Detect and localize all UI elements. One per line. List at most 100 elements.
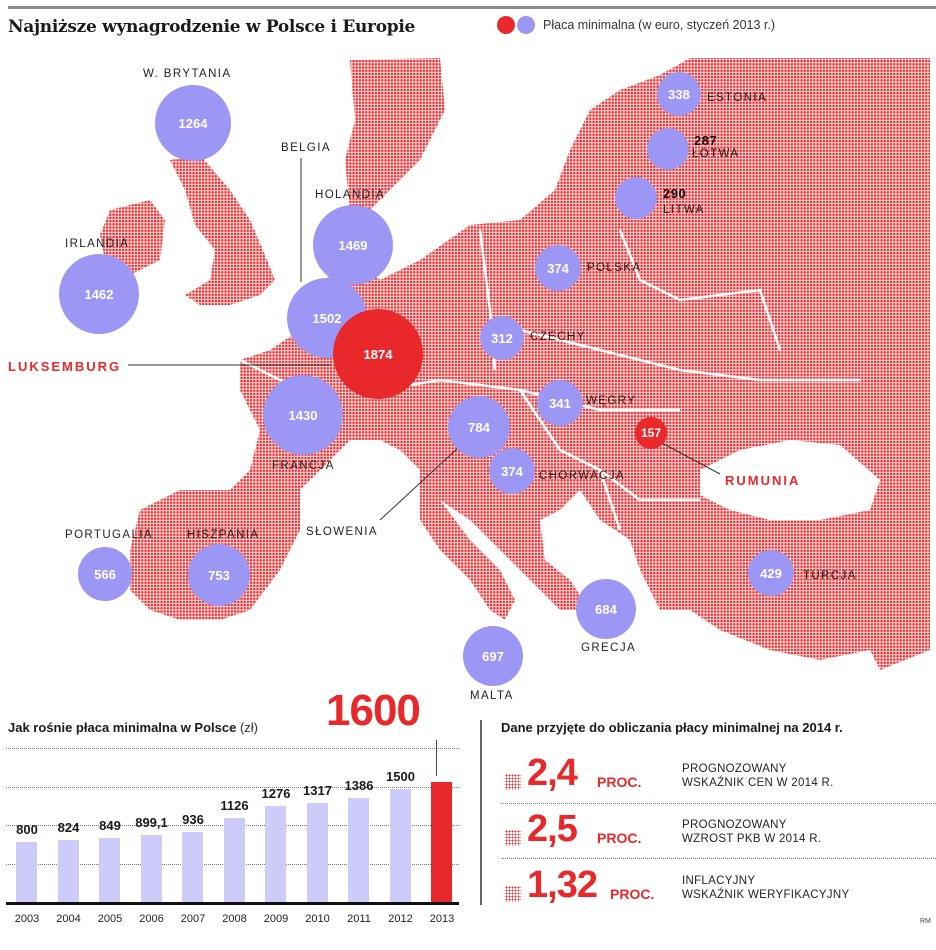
x-tick-label: 2012 (388, 913, 413, 925)
label-ireland: IRLANDIA (65, 238, 130, 250)
x-tick-label: 2008 (222, 913, 247, 925)
gridline (6, 787, 459, 788)
label-croatia: CHORWACJA (539, 470, 626, 482)
stat-separator (501, 858, 936, 859)
bubble-lithuania (615, 177, 657, 219)
stat-value: 2,4 (527, 752, 578, 794)
label-poland: POLSKA (587, 262, 642, 274)
bar-2009 (265, 806, 286, 902)
label-france: FRANCJA (272, 460, 335, 472)
bar-2007 (182, 832, 203, 902)
bar-value-label: 1386 (344, 778, 374, 793)
label-lithuania: LITWA (663, 204, 705, 216)
highlight-arrow (436, 740, 437, 776)
label-netherlands: HOLANDIA (315, 189, 385, 201)
label-belgium: BELGIA (281, 142, 331, 154)
bubble-czechia: 312 (480, 316, 524, 360)
bubble-romania: 157 (635, 417, 667, 449)
label-estonia: ESTONIA (707, 92, 768, 104)
bar-chart-title: Jak rośnie płaca minimalna w Polsce (zł) (8, 720, 258, 735)
bubble-hungary: 341 (537, 380, 583, 426)
stat-row-inflation: 1,32 PROC. INFLACYJNY WSKAŹNIK WERYFIKAC… (505, 864, 935, 916)
bar-value-label: 1500 (386, 769, 415, 784)
x-tick-label: 2007 (180, 913, 206, 925)
stat-desc-line2: WZROST PKB W 2014 R. (682, 833, 822, 845)
top-rule (8, 6, 936, 9)
bubble-luxembourg: 1874 (333, 309, 423, 399)
stat-row-gdp: 2,5 PROC. PROGNOZOWANY WZROST PKB W 2014… (505, 808, 935, 860)
stats-title: Dane przyjęte do obliczania płacy minima… (501, 720, 843, 735)
x-tick-label: 2005 (97, 913, 123, 925)
bubble-poland: 374 (535, 245, 581, 291)
map-shape (100, 58, 930, 670)
bar-2004 (57, 840, 79, 902)
bubble-turkey: 429 (748, 550, 794, 596)
dotted-square-icon (505, 774, 521, 790)
bar-2006 (140, 835, 162, 902)
stat-desc-line1: PROGNOZOWANY (682, 819, 787, 831)
label-malta: MALTA (470, 690, 514, 702)
stat-description: PROGNOZOWANY WZROST PKB W 2014 R. (682, 818, 821, 846)
label-latvia: ŁOTWA (692, 148, 740, 160)
stat-unit: PROC. (597, 774, 642, 790)
bar-value-label: 800 (16, 822, 38, 837)
stat-value: 1,32 (527, 864, 598, 906)
label-slovenia: SŁOWENIA (306, 526, 378, 538)
value-latvia: 287 (694, 133, 718, 148)
bubble-ireland: 1462 (59, 254, 139, 334)
legend-label: Płaca minimalna (w euro, styczeń 2013 r.… (543, 18, 776, 32)
bar-2008 (223, 818, 245, 902)
europe-map: 1264 W. BRYTANIA 1462 IRLANDIA 1502 BELG… (0, 50, 936, 702)
bar-chart: 800 2003 824 2004 849 2005 899,1 2006 936 2007 112… (0, 740, 470, 940)
x-tick-label: 2006 (139, 913, 164, 925)
bar-2012 (389, 789, 411, 902)
bar-value-label: 1276 (261, 786, 291, 801)
stat-separator (501, 803, 936, 804)
label-turkey: TURCJA (803, 570, 857, 582)
dotted-square-icon (505, 830, 521, 846)
bubble-france: 1430 (263, 375, 343, 455)
x-axis (6, 902, 459, 905)
label-spain: HISZPANIA (187, 529, 260, 541)
bubble-greece: 684 (576, 579, 636, 639)
bubble-malta: 697 (463, 626, 523, 686)
label-greece: GRECJA (581, 642, 637, 654)
bar-value-label: 1126 (220, 798, 249, 813)
stat-desc-line2: WSKAŹNIK CEN W 2014 R. (682, 777, 834, 789)
legend: Płaca minimalna (w euro, styczeń 2013 r.… (497, 16, 775, 34)
section-divider (480, 720, 482, 905)
label-luxembourg: LUKSEMBURG (8, 359, 122, 374)
stat-row-price-index: 2,4 PROC. PROGNOZOWANY WSKAŹNIK CEN W 20… (505, 752, 935, 804)
bubble-uk: 1264 (155, 85, 231, 161)
stat-description: INFLACYJNY WSKAŹNIK WERYFIKACYJNY (682, 874, 849, 902)
stat-value: 2,5 (527, 808, 578, 850)
page-title: Najniższe wynagrodzenie w Polsce i Europ… (8, 17, 415, 37)
bar-chart-unit: (zł) (239, 720, 258, 735)
x-tick-label: 2003 (14, 913, 40, 925)
x-tick-label: 2011 (347, 913, 371, 925)
bar-2003 (16, 842, 37, 902)
x-tick-label: 2013 (429, 913, 455, 925)
bubble-portugal: 566 (78, 547, 132, 601)
bar-value-label: 899,1 (135, 815, 168, 830)
label-czechia: CZECHY (530, 331, 586, 343)
dotted-square-icon (505, 886, 521, 902)
stat-desc-line1: INFLACYJNY (682, 875, 756, 887)
stat-description: PROGNOZOWANY WSKAŹNIK CEN W 2014 R. (682, 762, 834, 790)
gridline (6, 748, 459, 749)
x-tick-label: 2009 (263, 913, 289, 925)
bar-value-label: 936 (182, 812, 204, 827)
bubble-estonia: 338 (657, 72, 701, 116)
x-tick-label: 2010 (305, 913, 330, 925)
highlight-value: 1600 (326, 686, 421, 735)
legend-red-dot-icon (497, 16, 515, 34)
stat-desc-line2: WSKAŹNIK WERYFIKACYJNY (682, 889, 850, 901)
bubble-latvia (647, 128, 689, 170)
bubble-slovenia: 784 (448, 396, 510, 458)
x-tick-label: 2004 (56, 913, 81, 925)
bar-2005 (99, 838, 120, 902)
value-lithuania: 290 (663, 186, 687, 201)
credit: RM (920, 918, 931, 925)
bar-value-label: 824 (57, 820, 80, 835)
label-portugal: PORTUGALIA (65, 529, 153, 541)
